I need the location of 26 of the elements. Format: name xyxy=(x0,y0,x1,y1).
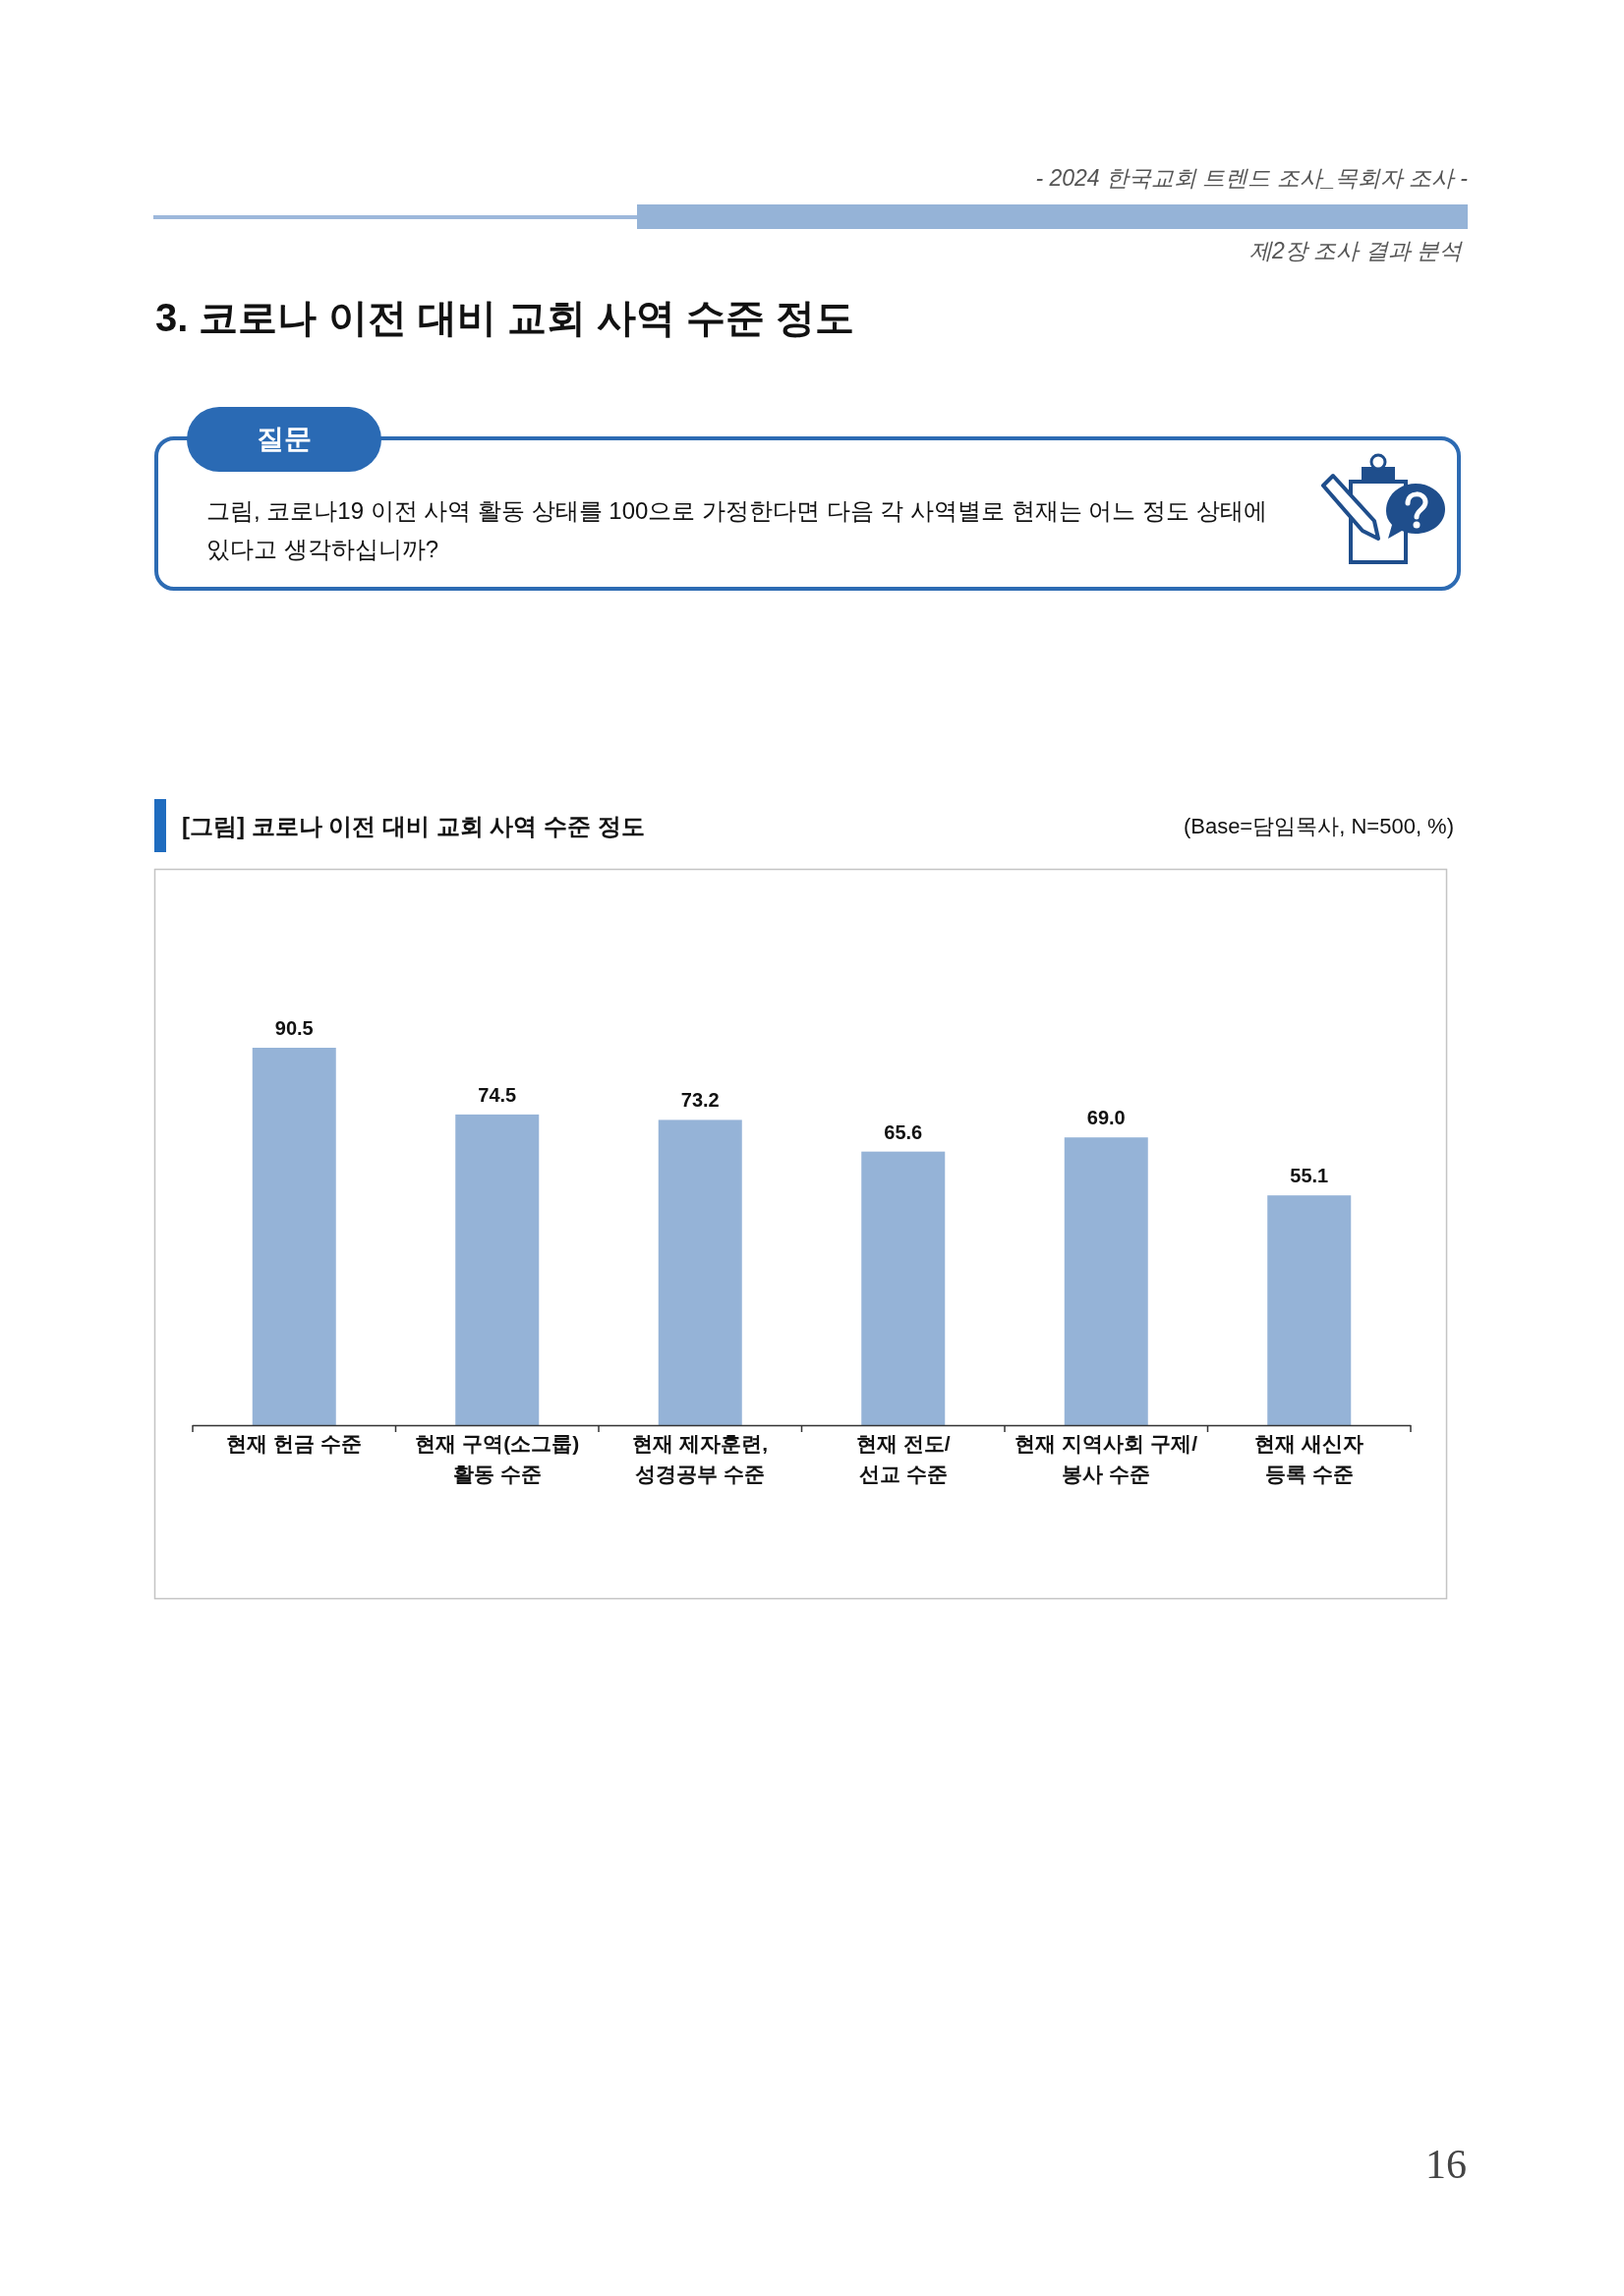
bar xyxy=(455,1114,540,1425)
text: - 2024 한국교회 트렌드 조사_목회자 조사 - xyxy=(1035,164,1468,193)
bar xyxy=(1064,1137,1148,1425)
chart-subtitle: (Base=담임목사, N=500, %) xyxy=(1183,813,1454,840)
x-tick-label: 현재 새신자 등록 수준 xyxy=(1254,1432,1364,1485)
text: 3. 코로나 이전 대비 교회 사역 수준 정도 xyxy=(155,295,855,341)
text: 제2장 조사 결과 분석 xyxy=(1249,237,1462,265)
bar xyxy=(658,1119,742,1425)
x-tick-label: 현재 제자훈련, 성경공부 수준 xyxy=(632,1432,769,1485)
data-label: 65.6 xyxy=(884,1120,923,1143)
bar xyxy=(861,1151,946,1425)
bar xyxy=(252,1048,336,1425)
x-tick-label: 현재 전도/ 선교 수준 xyxy=(855,1432,951,1485)
text: 16 xyxy=(1425,2141,1467,2188)
data-label: 90.5 xyxy=(274,1017,314,1039)
text: 그림, 코로나19 이전 사역 활동 상태를 100으로 가정한다면 다음 각 사역별로 현재는 어느 정도 상태에 있다고 생각하십니까? xyxy=(206,496,1268,564)
x-tick-label: 현재 헌금 수준 xyxy=(226,1432,363,1455)
data-label: 74.5 xyxy=(478,1083,517,1106)
data-label: 55.1 xyxy=(1290,1165,1329,1187)
bar xyxy=(1267,1195,1352,1425)
chart-title: [그림] 코로나 이전 대비 교회 사역 수준 정도 xyxy=(182,812,645,841)
x-tick-label: 현재 구역(소그룹) 활동 수준 xyxy=(415,1432,580,1485)
text: 질문 xyxy=(256,423,313,456)
data-label: 73.2 xyxy=(680,1089,720,1112)
x-tick-label: 현재 지역사회 구제/ 봉사 수준 xyxy=(1015,1432,1198,1485)
data-label: 69.0 xyxy=(1086,1107,1126,1129)
